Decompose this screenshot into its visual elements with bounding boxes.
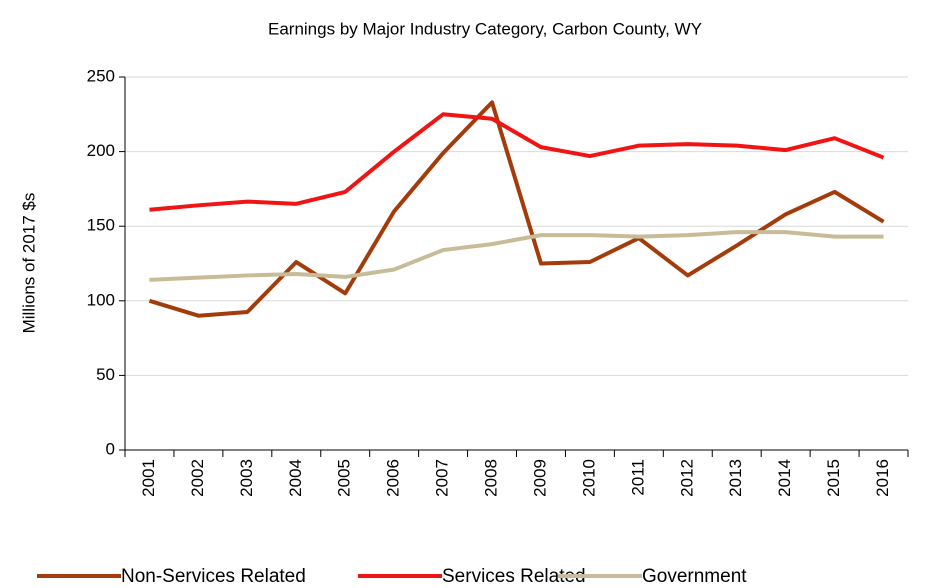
x-tick-label: 2007 [433, 459, 452, 497]
x-tick-label: 2005 [335, 459, 354, 497]
y-tick-label: 100 [87, 290, 115, 309]
x-tick-label: 2004 [286, 459, 305, 497]
x-tick-label: 2010 [579, 459, 598, 497]
x-tick-label: 2008 [482, 459, 501, 497]
chart-title: Earnings by Major Industry Category, Car… [268, 19, 702, 38]
y-tick-label: 0 [106, 439, 115, 458]
y-tick-label: 50 [96, 365, 115, 384]
x-tick-label: 2006 [384, 459, 403, 497]
x-tick-label: 2014 [775, 459, 794, 497]
y-tick-label: 200 [87, 141, 115, 160]
y-tick-label: 150 [87, 216, 115, 235]
x-tick-label: 2011 [628, 459, 647, 496]
series-line [148, 100, 885, 318]
series-line [149, 112, 885, 212]
y-tick-label: 250 [87, 66, 115, 85]
y-axis-label: Millions of 2017 $s [19, 193, 38, 334]
x-tick-label: 2012 [677, 459, 696, 497]
series-line [149, 230, 884, 282]
x-tick-label: 2009 [530, 459, 549, 497]
legend-label: Services Related [442, 566, 586, 587]
legend-label: Government [642, 566, 747, 587]
x-tick-label: 2016 [873, 459, 892, 497]
x-tick-label: 2003 [237, 459, 256, 497]
x-tick-label: 2002 [188, 459, 207, 497]
legend-label: Non-Services Related [121, 566, 306, 587]
x-tick-label: 2013 [726, 459, 745, 497]
x-tick-label: 2001 [139, 459, 158, 497]
x-tick-label: 2015 [824, 459, 843, 497]
